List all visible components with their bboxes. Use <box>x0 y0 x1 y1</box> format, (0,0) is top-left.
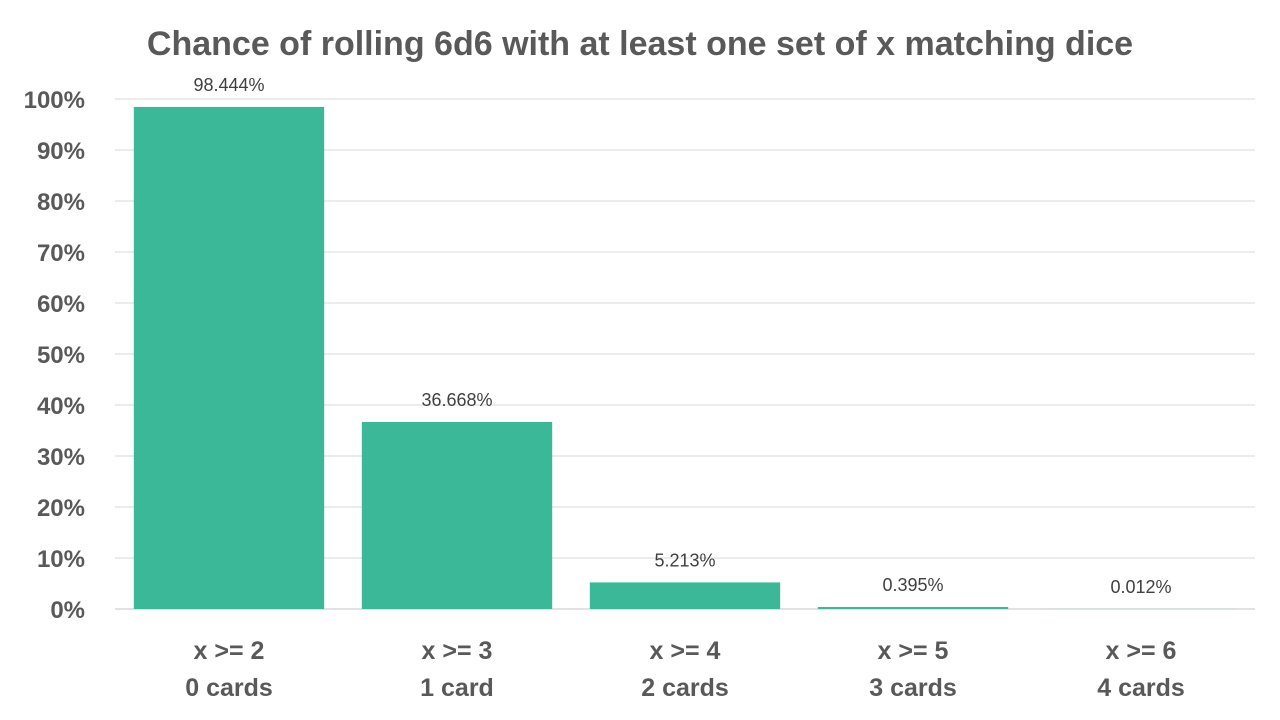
y-tick-label: 20% <box>37 495 85 522</box>
y-tick-label: 80% <box>37 189 85 216</box>
y-tick-label: 10% <box>37 546 85 573</box>
y-tick-label: 50% <box>37 342 85 369</box>
x-tick-label: x >= 6 <box>1106 637 1177 665</box>
y-tick-label: 30% <box>37 444 85 471</box>
x-axis-ticks: x >= 2 0 cards x >= 3 1 card x >= 4 2 cards x … <box>185 637 1185 702</box>
y-tick-label: 0% <box>50 597 85 624</box>
x-tick-label: 4 cards <box>1097 674 1185 702</box>
x-tick-label: 3 cards <box>869 674 957 702</box>
bar <box>133 106 325 609</box>
y-axis-ticks: 0% 10% 20% 30% 40% 50% 60% 70% 80% 90% 100% <box>24 87 85 624</box>
data-label: 36.668% <box>421 390 492 410</box>
bar <box>589 582 781 609</box>
data-labels: 98.444% 36.668% 5.213% 0.395% 0.012% <box>193 75 1171 597</box>
chart-title: Chance of rolling 6d6 with at least one … <box>147 25 1133 63</box>
x-tick-label: 2 cards <box>641 674 729 702</box>
y-tick-label: 70% <box>37 240 85 267</box>
y-tick-label: 100% <box>24 87 85 114</box>
data-label: 98.444% <box>193 75 264 95</box>
x-tick-label: x >= 4 <box>650 637 721 665</box>
bars <box>133 106 1237 609</box>
x-tick-label: 1 card <box>420 674 494 702</box>
bar <box>817 606 1009 609</box>
x-tick-label: x >= 5 <box>878 637 949 665</box>
bar <box>361 421 553 609</box>
y-tick-label: 90% <box>37 138 85 165</box>
y-tick-label: 60% <box>37 291 85 318</box>
x-tick-label: 0 cards <box>185 674 273 702</box>
data-label: 5.213% <box>654 550 715 570</box>
data-label: 0.012% <box>1110 577 1171 597</box>
x-tick-label: x >= 2 <box>194 637 265 665</box>
data-label: 0.395% <box>882 575 943 595</box>
y-tick-label: 40% <box>37 393 85 420</box>
x-tick-label: x >= 3 <box>422 637 493 665</box>
